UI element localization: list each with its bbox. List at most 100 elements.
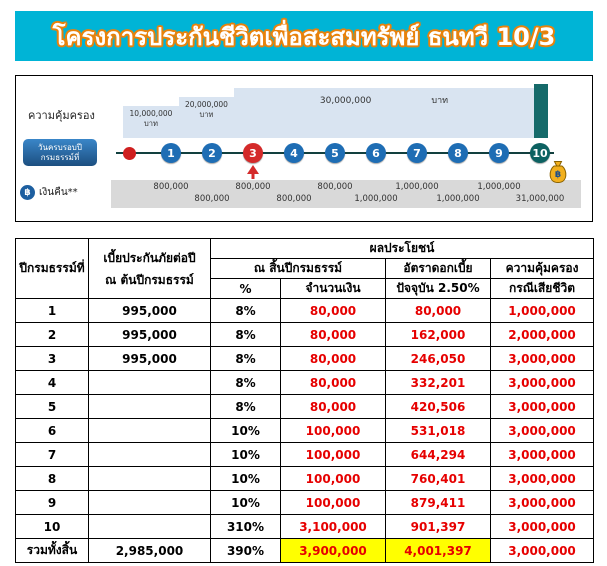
benefit-table: ปีกรมธรรม์ที่ เบี้ยประกันภัยต่อปี ณ ต้นป…: [15, 238, 595, 563]
year-circle-6: 6: [366, 143, 386, 163]
cell-death-coverage: 3,000,000: [489, 442, 595, 467]
coverage-step-2-label: 20,000,000 บาท: [179, 97, 234, 120]
cell-death-coverage: 3,000,000: [489, 346, 595, 371]
maturity-bar: [534, 84, 548, 138]
cell-amount: 80,000: [280, 322, 386, 347]
coverage-step-1-label: 10,000,000 บาท: [123, 106, 179, 129]
cell-policy-year: 5: [15, 394, 89, 419]
last-premium-arrow-stem: [251, 174, 255, 179]
header-benefits: ผลประโยชน์: [209, 238, 595, 259]
cell-death-coverage: 3,000,000: [489, 418, 595, 443]
cell-percent: 8%: [210, 394, 281, 419]
cell-death-coverage: 3,000,000: [489, 514, 595, 539]
cell-interest: 162,000: [385, 322, 491, 347]
policy-start-dot: [123, 147, 136, 160]
header-row-1: ปีกรมธรรม์ที่ เบี้ยประกันภัยต่อปี ณ ต้นป…: [15, 238, 595, 299]
cell-amount: 100,000: [280, 466, 386, 491]
cell-interest: 901,397: [385, 514, 491, 539]
cell-amount: 100,000: [280, 418, 386, 443]
cell-interest: 246,050: [385, 346, 491, 371]
cell-amount: 100,000: [280, 442, 386, 467]
cell-policy-year: 3: [15, 346, 89, 371]
coverage-step-3-label: 30,000,000 บาท: [234, 88, 534, 108]
cell-total-death-coverage: 3,000,000: [489, 538, 595, 563]
header-premium-line1: เบี้ยประกันภัยต่อปี: [103, 250, 196, 265]
cell-premium: [88, 418, 211, 443]
coverage-label: ความคุ้มครอง: [28, 109, 95, 122]
cell-policy-year: 6: [15, 418, 89, 443]
refund-value-year-1: 800,000: [153, 182, 189, 192]
cell-percent: 310%: [210, 514, 281, 539]
year-circle-2: 2: [202, 143, 222, 163]
year-circle-4: 4: [284, 143, 304, 163]
cell-policy-year: 10: [15, 514, 89, 539]
svg-text:฿: ฿: [555, 170, 561, 180]
cell-percent: 10%: [210, 490, 281, 515]
year-circle-7: 7: [407, 143, 427, 163]
cell-premium: 995,000: [88, 346, 211, 371]
money-bag-icon: ฿: [544, 158, 572, 190]
cell-death-coverage: 3,000,000: [489, 394, 595, 419]
refund-value-year-7: 1,000,000: [395, 182, 439, 192]
title-banner: โครงการประกันชีวิตเพื่อสะสมทรัพย์ ธนทวี …: [15, 11, 593, 61]
cell-interest: 760,401: [385, 466, 491, 491]
cell-premium: [88, 442, 211, 467]
header-end-of-year: ณ สิ้นปีกรมธรรม์: [210, 258, 386, 279]
cell-death-coverage: 3,000,000: [489, 490, 595, 515]
cell-policy-year: 2: [15, 322, 89, 347]
cell-interest: 879,411: [385, 490, 491, 515]
coverage-step-2: 20,000,000 บาท: [179, 97, 234, 138]
table-row: 4 8% 80,000 332,201 3,000,000: [15, 370, 595, 395]
refund-value-year-10: 31,000,000: [515, 194, 565, 204]
step-2-amount: 20,000,000: [185, 100, 228, 109]
refund-value-year-6: 1,000,000: [354, 194, 398, 204]
cell-percent: 10%: [210, 418, 281, 443]
year-circle-10: 10: [530, 143, 550, 163]
refund-value-year-2: 800,000: [194, 194, 230, 204]
cell-interest: 80,000: [385, 298, 491, 323]
year-circle-8: 8: [448, 143, 468, 163]
cell-amount: 3,100,000: [280, 514, 386, 539]
cell-percent: 10%: [210, 466, 281, 491]
anniversary-label-box: วันครบรอบปี กรมธรรม์ที่: [23, 139, 97, 166]
anniversary-label-line1: วันครบรอบปี: [38, 142, 82, 152]
header-current-rate: ปัจจุบัน 2.50%: [385, 278, 491, 299]
benefit-timeline-diagram: ความคุ้มครอง 10,000,000 บาท 20,000,000 บ…: [15, 75, 593, 222]
table-row: 1 995,000 8% 80,000 80,000 1,000,000: [15, 298, 595, 323]
cell-policy-year: 4: [15, 370, 89, 395]
cell-total-interest: 4,001,397: [385, 538, 491, 563]
cell-percent: 10%: [210, 442, 281, 467]
step-1-amount: 10,000,000: [129, 109, 173, 118]
coverage-step-1: 10,000,000 บาท: [123, 106, 179, 138]
table-row: 7 10% 100,000 644,294 3,000,000: [15, 442, 595, 467]
cell-amount: 80,000: [280, 346, 386, 371]
table-row: 8 10% 100,000 760,401 3,000,000: [15, 466, 595, 491]
cell-interest: 332,201: [385, 370, 491, 395]
cell-amount: 80,000: [280, 394, 386, 419]
cell-death-coverage: 1,000,000: [489, 298, 595, 323]
header-policy-year: ปีกรมธรรม์ที่: [15, 238, 89, 299]
anniversary-label-line2: กรมธรรม์ที่: [40, 152, 80, 162]
step-2-unit: บาท: [199, 109, 214, 119]
cell-policy-year: 8: [15, 466, 89, 491]
cell-amount: 80,000: [280, 298, 386, 323]
cell-percent: 8%: [210, 322, 281, 347]
table-row: 3 995,000 8% 80,000 246,050 3,000,000: [15, 346, 595, 371]
refund-label-group: ฿ เงินคืน**: [20, 185, 78, 200]
cell-premium: 995,000: [88, 298, 211, 323]
year-circle-5: 5: [325, 143, 345, 163]
cell-percent: 8%: [210, 370, 281, 395]
cell-interest: 531,018: [385, 418, 491, 443]
table-row: 2 995,000 8% 80,000 162,000 2,000,000: [15, 322, 595, 347]
coverage-step-3: 30,000,000 บาท: [234, 88, 534, 138]
year-circle-3: 3: [243, 143, 263, 163]
refund-value-year-8: 1,000,000: [436, 194, 480, 204]
header-death-case: กรณีเสียชีวิต: [489, 278, 595, 299]
cell-premium: [88, 490, 211, 515]
cell-amount: 80,000: [280, 370, 386, 395]
cell-total-label: รวมทั้งสิ้น: [15, 538, 89, 563]
cell-total-premium: 2,985,000: [88, 538, 211, 563]
cell-interest: 420,506: [385, 394, 491, 419]
cell-death-coverage: 3,000,000: [489, 370, 595, 395]
